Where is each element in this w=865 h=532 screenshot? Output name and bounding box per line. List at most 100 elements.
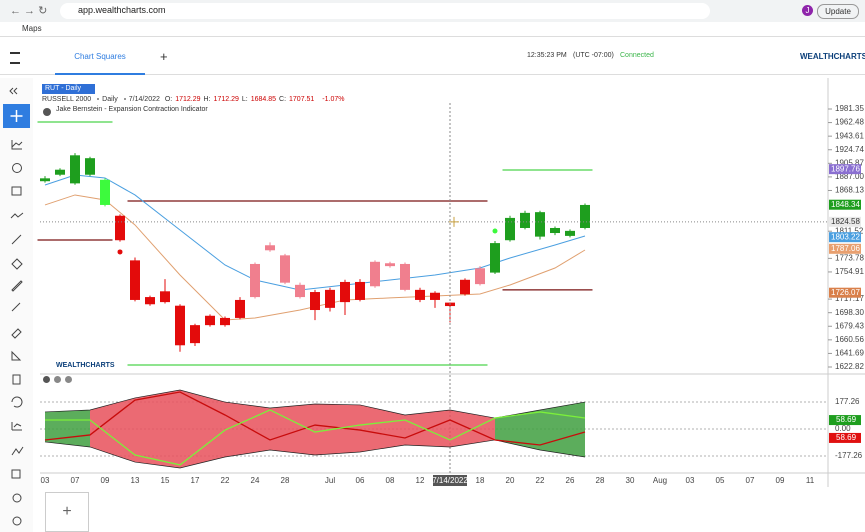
tab[interactable]: Chart Squares: [55, 40, 145, 75]
candle-body: [565, 230, 575, 236]
candle-body: [250, 263, 260, 298]
candle-body: [40, 178, 50, 182]
address-bar[interactable]: app.wealthcharts.com: [60, 3, 710, 19]
x-tick-label: 20: [506, 476, 515, 485]
y-tick-label: 1962.48: [835, 118, 864, 127]
x-tick-label: 06: [356, 476, 365, 485]
price-badge-label: 1787.06: [831, 244, 860, 253]
bookmark[interactable]: Maps: [22, 24, 42, 33]
x-tick-label: 07: [71, 476, 80, 485]
band-fill: [180, 390, 225, 468]
indicator-icon[interactable]: [43, 108, 51, 116]
y-tick-label: 1717.17: [835, 294, 864, 303]
x-tick-label: 12: [416, 476, 425, 485]
candle-body: [475, 268, 485, 285]
x-tick-label: 09: [776, 476, 785, 485]
timezone: (UTC -07:00): [573, 52, 614, 59]
candle-body: [115, 215, 125, 241]
band-fill: [315, 404, 360, 456]
indicator-line: [45, 409, 586, 466]
candle-body: [55, 169, 65, 175]
x-tick-label: 28: [281, 476, 290, 485]
indicator-name: Jake Bernstein - Expansion Contraction I…: [56, 106, 208, 113]
avatar[interactable]: J: [802, 5, 813, 16]
y-tick-label: 1773.78: [835, 253, 864, 262]
value-badge-label: 58.69: [836, 415, 857, 424]
price-badge-label: 1803.22: [831, 232, 860, 241]
nav-buttons[interactable]: ← → ↻: [10, 5, 48, 17]
browser-bar: ← → ↻ app.wealthcharts.com J Update: [0, 0, 865, 22]
signal-dot: [492, 228, 498, 234]
signal-dot: [117, 249, 123, 255]
x-tick-label: 13: [131, 476, 140, 485]
candle-body: [220, 317, 230, 326]
panel-icon[interactable]: [43, 376, 50, 383]
band-fill: [540, 402, 585, 458]
candle-body: [310, 292, 320, 311]
band-fill: [135, 390, 180, 468]
crosshair-cursor: [449, 216, 459, 227]
y-tick-label: 1641.69: [835, 349, 864, 358]
band-fill: [225, 402, 270, 458]
candle-body: [535, 212, 545, 237]
menu-icon[interactable]: [10, 52, 20, 64]
y-tick-label: 1981.35: [835, 104, 864, 113]
moving-average: [44, 194, 586, 321]
tool-icons[interactable]: [9, 87, 24, 526]
price-badge: [829, 199, 861, 210]
add-tab[interactable]: +: [160, 49, 168, 64]
ohlc-value: 1712.29: [175, 96, 201, 103]
y-tick-label: -177.26: [835, 451, 863, 460]
candle-body: [400, 263, 410, 290]
candle-body: [235, 299, 245, 318]
y-tick-label: 1811.52: [835, 226, 864, 235]
price-badge: [829, 216, 861, 227]
interval: Daily: [102, 96, 118, 103]
moving-average: [44, 174, 586, 291]
x-tick-label: 17: [191, 476, 200, 485]
x-tick-label: 22: [221, 476, 230, 485]
band-fill: [45, 409, 90, 447]
candle-body: [160, 291, 170, 303]
panel-icon[interactable]: [65, 376, 72, 383]
price-badge-label: 1824.58: [831, 217, 860, 226]
candle-body: [295, 284, 305, 298]
ohlc-value: 1707.51: [289, 96, 315, 103]
candle-body: [100, 179, 110, 205]
candle-body: [415, 289, 425, 300]
x-tick-label: 07: [746, 476, 755, 485]
crosshair-date-bg: [433, 475, 467, 486]
x-tick-label: 7/14/2022: [432, 476, 468, 485]
value-badge-label: 58.69: [836, 433, 857, 442]
candle-body: [550, 227, 560, 234]
candle-body: [280, 255, 290, 283]
ohlc-value: 1684.85: [250, 96, 277, 103]
y-tick-label: 0.00: [835, 424, 851, 433]
band-fill: [360, 404, 405, 452]
url: app.wealthcharts.com: [78, 5, 166, 15]
y-tick-label: 1905.87: [835, 158, 864, 167]
x-tick-label: 03: [686, 476, 695, 485]
x-tick-label: 11: [806, 476, 815, 485]
ohlc-key: C:: [279, 96, 287, 103]
x-tick-label: 22: [536, 476, 545, 485]
ohlc-key: O:: [164, 96, 173, 103]
candle-body: [175, 305, 185, 346]
y-tick-label: 1660.56: [835, 335, 864, 344]
app-bar: Chart Squares + 12:35:23 PM (UTC -07:00)…: [0, 40, 865, 75]
brand: WEALTHCHARTS: [800, 52, 865, 61]
update-button[interactable]: Update: [817, 4, 859, 19]
panel-icon[interactable]: [54, 376, 61, 383]
toolbar-bg: [0, 78, 33, 532]
candle-body: [145, 297, 155, 305]
candle-body: [265, 245, 275, 251]
y-tick-label: 1622.82: [835, 362, 864, 371]
candle-body: [580, 204, 590, 228]
x-tick-label: Jul: [325, 476, 335, 485]
x-tick-label: 03: [41, 476, 50, 485]
symbol-tag[interactable]: RUT - Daily: [42, 84, 95, 94]
bookmarks-bar: Maps: [0, 22, 865, 37]
indicator-brand: WEALTHCHARTS: [56, 362, 115, 369]
